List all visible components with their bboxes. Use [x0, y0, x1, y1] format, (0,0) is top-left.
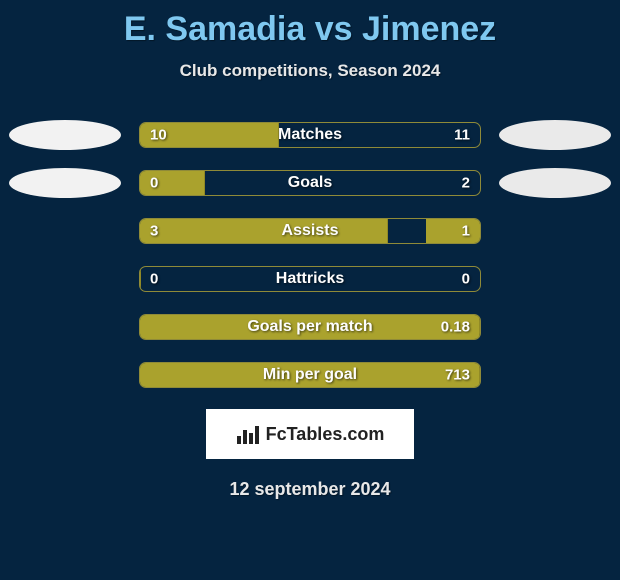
oval-spacer — [499, 360, 611, 390]
metric-label: Assists — [282, 222, 339, 240]
metric-row: 0 Goals 2 — [0, 169, 620, 197]
metric-row: Goals per match 0.18 — [0, 313, 620, 341]
metric-row: 0 Hattricks 0 — [0, 265, 620, 293]
oval-spacer — [499, 312, 611, 342]
metric-bar: Min per goal 713 — [139, 362, 481, 388]
metric-row: Min per goal 713 — [0, 361, 620, 389]
metric-row: 3 Assists 1 — [0, 217, 620, 245]
metric-label: Goals per match — [247, 318, 372, 336]
metric-label: Matches — [278, 126, 342, 144]
metric-value-right: 0.18 — [441, 319, 470, 336]
oval-spacer — [9, 216, 121, 246]
metric-value-left: 0 — [150, 271, 158, 288]
metric-label: Goals — [288, 174, 332, 192]
metric-label: Min per goal — [263, 366, 357, 384]
player-left-oval — [9, 168, 121, 198]
metric-bar: 10 Matches 11 — [139, 122, 481, 148]
bar-segment-left — [140, 219, 388, 243]
player-left-oval — [9, 120, 121, 150]
comparison-chart: 10Matches110Goals23Assists10Hattricks0Go… — [0, 121, 620, 389]
bar-segment-right — [426, 219, 480, 243]
player-right-oval — [499, 168, 611, 198]
metric-bar: 0 Goals 2 — [139, 170, 481, 196]
oval-spacer — [499, 216, 611, 246]
metric-label: Hattricks — [276, 270, 344, 288]
metric-bar: Goals per match 0.18 — [139, 314, 481, 340]
metric-value-left: 10 — [150, 127, 167, 144]
metric-value-left: 3 — [150, 223, 158, 240]
metric-value-left: 0 — [150, 175, 158, 192]
metric-value-right: 0 — [462, 271, 470, 288]
metric-value-right: 11 — [454, 127, 470, 144]
snapshot-date: 12 september 2024 — [0, 479, 620, 500]
oval-spacer — [9, 264, 121, 294]
branding-text: FcTables.com — [266, 424, 385, 445]
oval-spacer — [9, 360, 121, 390]
bar-chart-icon — [236, 424, 260, 444]
comparison-title: E. Samadia vs Jimenez — [0, 0, 620, 49]
metric-bar: 3 Assists 1 — [139, 218, 481, 244]
oval-spacer — [499, 264, 611, 294]
metric-row: 10 Matches 11 — [0, 121, 620, 149]
comparison-subtitle: Club competitions, Season 2024 — [0, 61, 620, 81]
metric-bar: 0 Hattricks 0 — [139, 266, 481, 292]
metric-value-right: 2 — [462, 175, 470, 192]
oval-spacer — [9, 312, 121, 342]
metric-value-right: 713 — [445, 367, 470, 384]
metric-value-right: 1 — [462, 223, 470, 240]
bar-segment-left — [140, 267, 141, 291]
branding-badge: FcTables.com — [206, 409, 414, 459]
player-right-oval — [499, 120, 611, 150]
